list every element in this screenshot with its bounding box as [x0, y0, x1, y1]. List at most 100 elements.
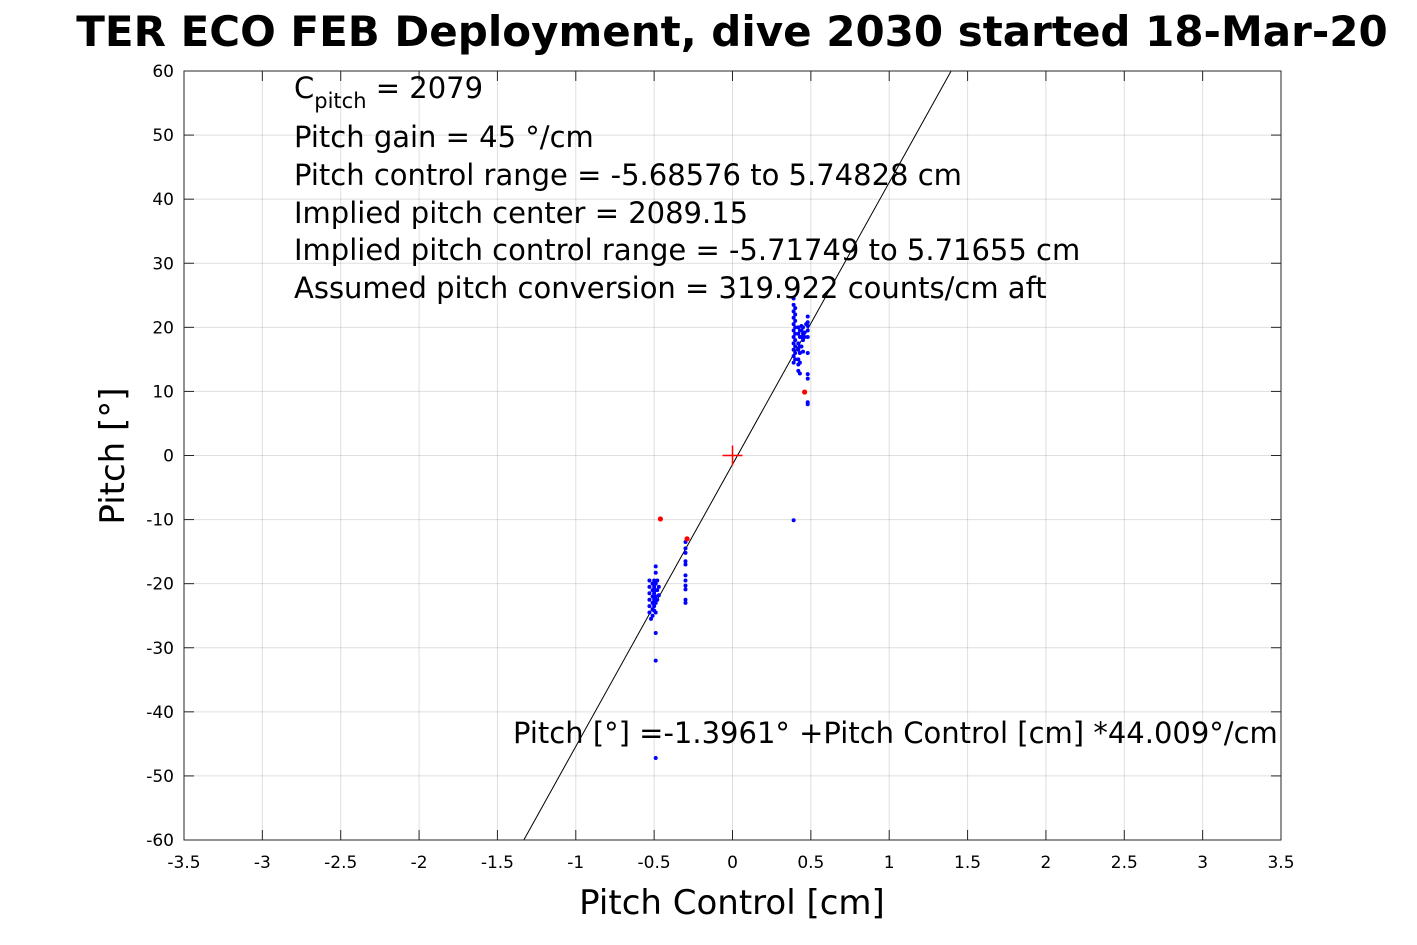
- y-tick-label: 10: [152, 382, 174, 402]
- data-point: [797, 371, 802, 376]
- data-point: [805, 314, 810, 319]
- data-point: [802, 334, 807, 339]
- y-tick-label: -60: [146, 831, 174, 851]
- data-point: [655, 578, 660, 583]
- x-tick-label: -0.5: [638, 853, 671, 873]
- data-point: [791, 334, 796, 339]
- annotation-line-4: Implied pitch control range = -5.71749 t…: [294, 233, 1080, 267]
- x-tick-label: 3.5: [1267, 853, 1294, 873]
- data-point: [799, 344, 804, 349]
- data-point: [796, 341, 801, 346]
- data-point: [801, 349, 806, 354]
- series-1: [647, 296, 810, 760]
- data-point: [653, 600, 658, 605]
- data-point: [650, 613, 655, 618]
- fit-equation: Pitch [°] =-1.3961° +Pitch Control [cm] …: [513, 716, 1278, 750]
- data-point: [805, 350, 810, 355]
- data-point: [791, 322, 796, 327]
- data-point: [797, 360, 802, 365]
- data-point: [647, 604, 652, 609]
- data-point: [650, 588, 655, 593]
- data-point: [791, 315, 796, 320]
- data-point: [791, 347, 796, 352]
- y-tick-label: 60: [152, 62, 174, 82]
- c-pitch-annotation: Cpitch = 2079: [294, 71, 483, 113]
- c-pitch-value: = 2079: [367, 71, 484, 105]
- data-point: [805, 376, 810, 381]
- data-point: [650, 581, 655, 586]
- data-point: [683, 597, 688, 602]
- data-point: [683, 559, 688, 564]
- data-point: [655, 588, 660, 593]
- data-point: [799, 334, 804, 339]
- data-point: [649, 616, 654, 621]
- data-point: [805, 400, 810, 405]
- data-point: [793, 344, 798, 349]
- data-point: [805, 320, 810, 325]
- x-tick-label: 2.5: [1111, 853, 1138, 873]
- data-point: [793, 331, 798, 336]
- y-tick-label: 0: [163, 447, 174, 467]
- data-point: [796, 357, 801, 362]
- data-point: [684, 536, 690, 542]
- tick-labels: -3.5 -3 -2.5 -2 -1.5 -1 -0.5 0 0.5 1 1.5 2 2.5 3 3.5 -6…: [146, 62, 1294, 873]
- chart-title: TER ECO FEB Deployment, dive 2030 starte…: [76, 7, 1387, 56]
- data-point: [652, 604, 657, 609]
- data-point: [653, 570, 658, 575]
- data-point: [796, 347, 801, 352]
- data-point: [656, 584, 661, 589]
- data-point: [793, 325, 798, 330]
- data-point: [650, 594, 655, 599]
- data-point: [652, 584, 657, 589]
- data-point: [647, 591, 652, 596]
- data-point: [801, 325, 806, 330]
- data-point: [683, 600, 688, 605]
- x-tick-label: -3.5: [167, 853, 200, 873]
- data-point: [805, 328, 810, 333]
- data-point: [805, 372, 810, 377]
- data-point: [653, 610, 658, 615]
- x-tick-label: 2: [1041, 853, 1052, 873]
- data-point: [796, 325, 801, 330]
- annotation-line-2: Pitch control range = -5.68576 to 5.7482…: [294, 158, 962, 192]
- center-marker: [722, 445, 743, 466]
- y-tick-label: -40: [146, 703, 174, 723]
- data-point: [653, 658, 658, 663]
- data-point: [791, 296, 796, 301]
- data-point: [805, 334, 810, 339]
- data-point: [683, 562, 688, 567]
- c-pitch-subscript: pitch: [314, 89, 366, 113]
- data-point: [647, 578, 652, 583]
- y-tick-label: 40: [152, 190, 174, 210]
- annotation-line-3: Implied pitch center = 2089.15: [294, 196, 748, 230]
- data-point: [805, 324, 810, 329]
- data-point: [793, 312, 798, 317]
- data-point: [656, 593, 661, 598]
- data-point: [652, 578, 657, 583]
- y-tick-label: 50: [152, 126, 174, 146]
- data-point: [653, 755, 658, 760]
- data-point: [791, 518, 796, 523]
- x-tick-label: -1: [567, 853, 584, 873]
- x-tick-label: 1: [884, 853, 895, 873]
- data-point: [683, 587, 688, 592]
- x-tick-label: 1.5: [954, 853, 981, 873]
- annotation-line-1: Pitch gain = 45 °/cm: [294, 120, 594, 154]
- data-point: [793, 318, 798, 323]
- data-point: [793, 306, 798, 311]
- x-tick-label: -1.5: [481, 853, 514, 873]
- x-tick-label: 0: [727, 853, 738, 873]
- data-point: [647, 610, 652, 615]
- data-point: [683, 573, 688, 578]
- data-point: [652, 591, 657, 596]
- annotation-line-5: Assumed pitch conversion = 319.922 count…: [294, 271, 1047, 305]
- y-axis-label: Pitch [°]: [93, 387, 133, 524]
- y-tick-label: -50: [146, 767, 174, 787]
- y-tick-label: -20: [146, 575, 174, 595]
- x-tick-label: -2.5: [324, 853, 357, 873]
- data-point: [797, 350, 802, 355]
- ticks: [183, 70, 1282, 841]
- data-point: [796, 331, 801, 336]
- y-tick-label: -10: [146, 511, 174, 531]
